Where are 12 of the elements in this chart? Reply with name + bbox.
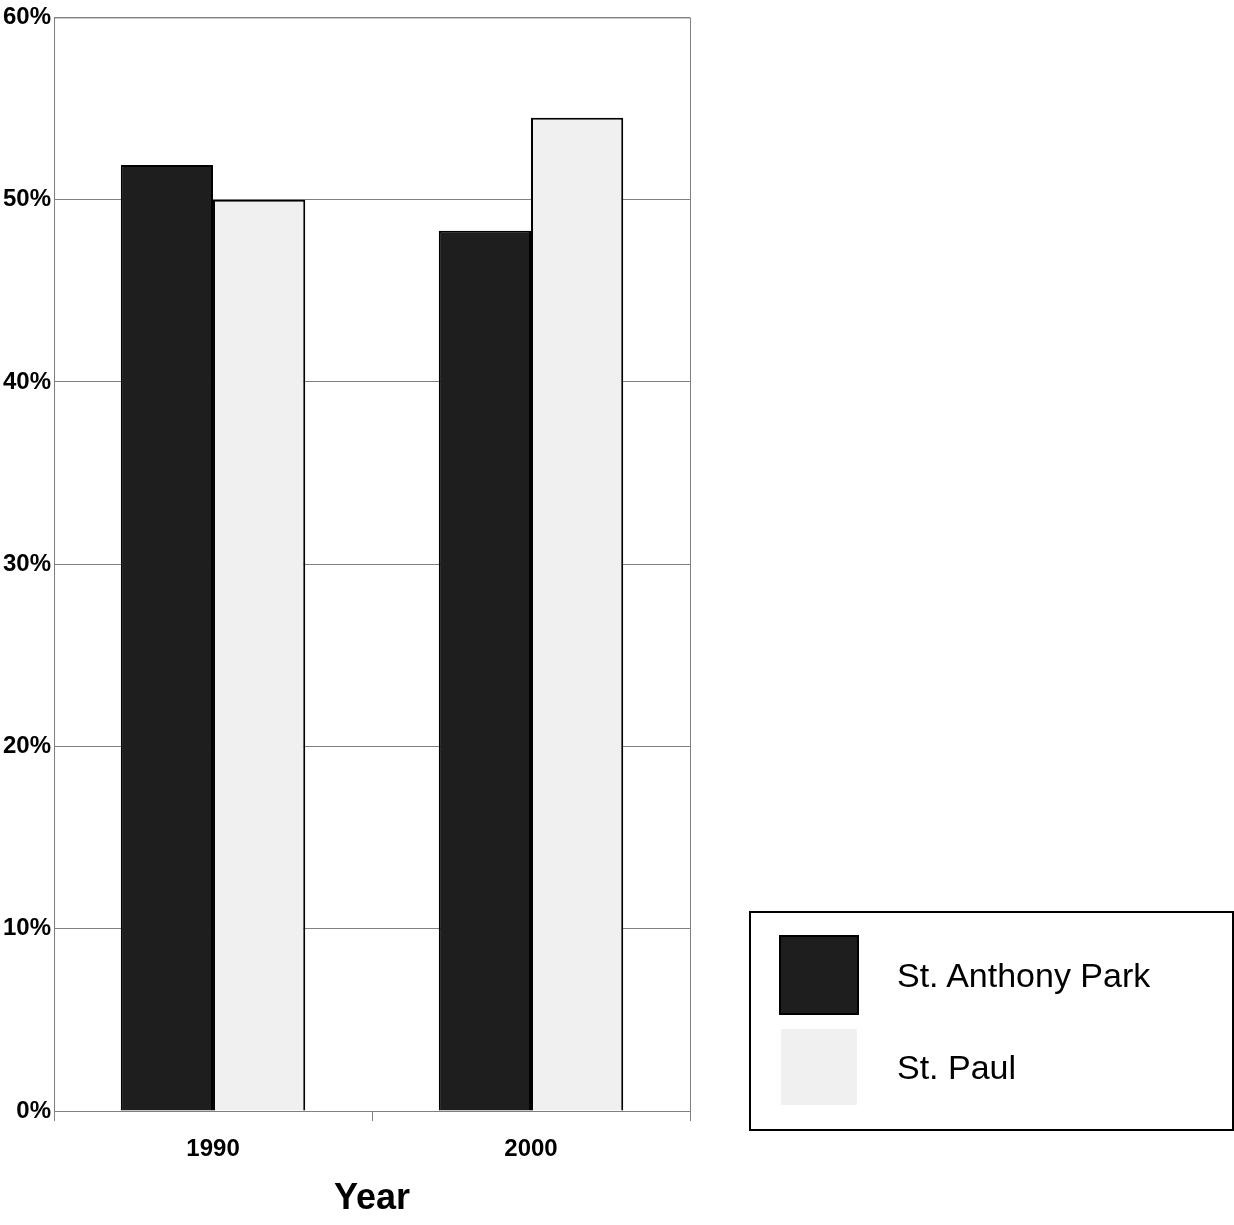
y-tick-label: 50% [2, 184, 52, 212]
x-tick-label: 2000 [504, 1134, 558, 1162]
y-tick-label: 10% [2, 913, 52, 941]
y-tick-label: 20% [2, 731, 52, 759]
x-tick-label: 1990 [186, 1134, 240, 1162]
y-tick-label: 60% [2, 2, 52, 30]
y-tick-label: 40% [2, 366, 52, 394]
legend-label: St. Anthony Park [897, 955, 1151, 995]
legend-label: St. Paul [897, 1047, 1017, 1087]
y-tick-label: 0% [16, 1095, 52, 1123]
x-axis-title: Year [333, 1176, 411, 1218]
y-tick-label: 30% [2, 548, 52, 576]
